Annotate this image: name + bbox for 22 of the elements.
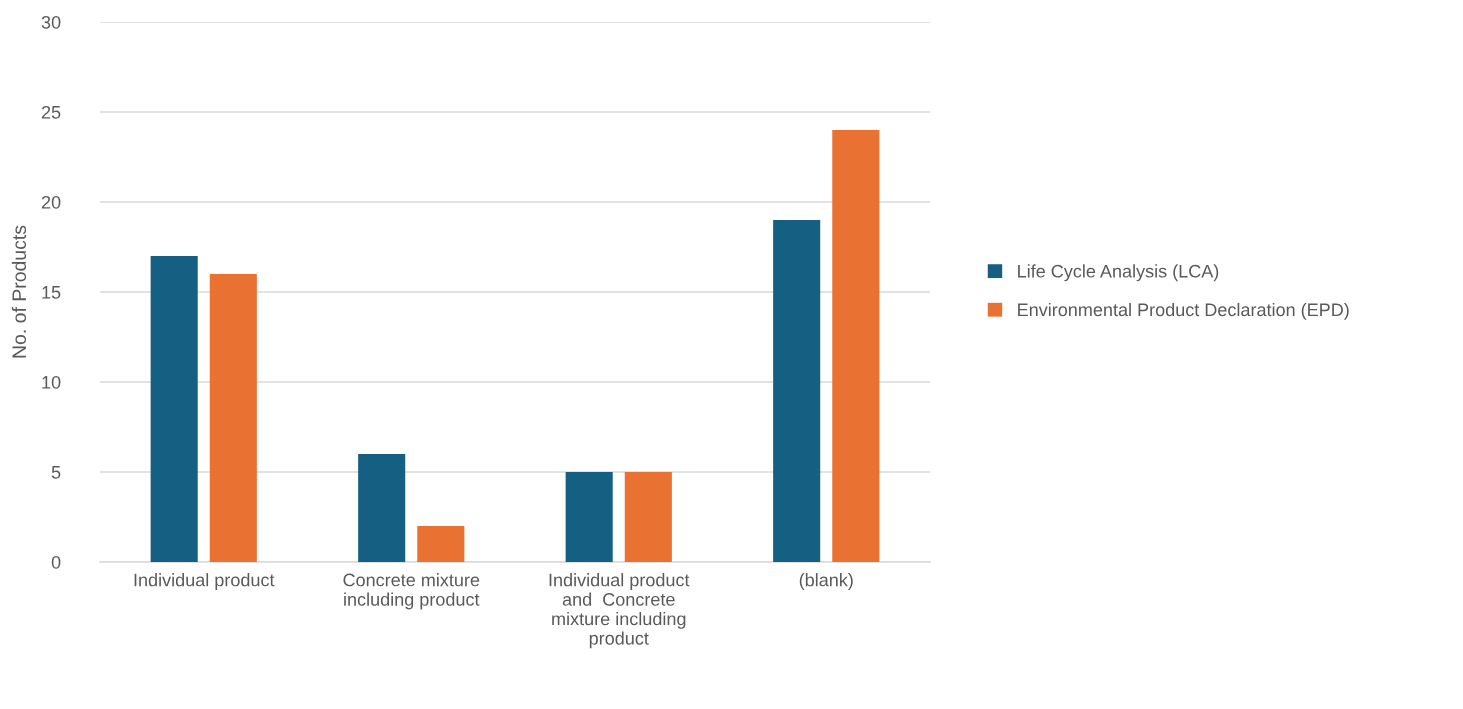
x-tick-label: (blank) bbox=[799, 573, 853, 590]
x-tick-label: Individual product bbox=[134, 573, 275, 590]
bar bbox=[832, 130, 880, 562]
legend-label: Life Cycle Analysis (LCA) bbox=[1018, 264, 1219, 282]
x-tick-label: Concrete mixture including product bbox=[343, 573, 480, 610]
y-tick-label: 5 bbox=[51, 466, 61, 479]
bar bbox=[417, 526, 465, 562]
y-tick-label: 15 bbox=[42, 286, 61, 299]
y-tick-label: 10 bbox=[42, 375, 61, 389]
bar bbox=[150, 256, 198, 562]
y-tick-label: 20 bbox=[41, 195, 61, 209]
y-tick-label: 30 bbox=[41, 15, 61, 29]
y-tick-label: 0 bbox=[51, 555, 61, 569]
bar bbox=[358, 454, 406, 562]
y-axis-title: No. of Products bbox=[11, 225, 27, 358]
bar bbox=[624, 472, 672, 562]
bar bbox=[209, 274, 257, 562]
y-tick-label: 25 bbox=[41, 105, 61, 119]
x-tick-label: Individual product and Concrete mixture including product bbox=[549, 573, 690, 649]
bar bbox=[773, 220, 821, 562]
bar bbox=[565, 472, 613, 562]
legend-label: Environmental Product Declaration (EPD) bbox=[1018, 302, 1349, 320]
